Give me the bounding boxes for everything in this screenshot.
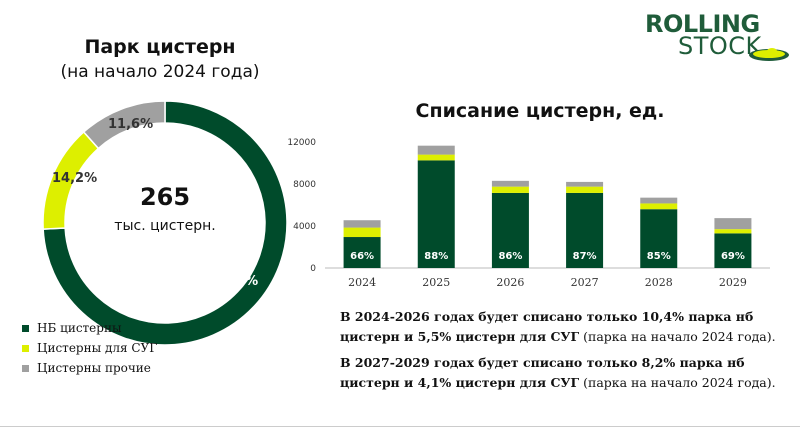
- y-tick-label: 4000: [293, 222, 316, 232]
- y-tick-label: 0: [310, 264, 316, 274]
- bar-segment: [714, 218, 752, 230]
- bar-segment: [343, 220, 381, 228]
- bar-chart-title: Списание цистерн, ед.: [415, 100, 665, 122]
- bar-segment: [343, 227, 381, 238]
- bar-data-label: 86%: [498, 251, 522, 262]
- legend-swatch: [22, 324, 29, 332]
- bar-data-label: 69%: [721, 251, 745, 262]
- legend-item-other: Цистерны прочие: [22, 358, 157, 378]
- bar-data-label: 66%: [350, 251, 374, 262]
- donut-legend: НБ цистерны Цистерны для СУГ Цистерны пр…: [22, 318, 157, 378]
- y-tick-label: 8000: [293, 180, 316, 190]
- donut-chart: [42, 100, 288, 346]
- donut-slice-oil: [42, 100, 288, 346]
- donut-label-lpg: 14,2%: [52, 171, 98, 186]
- bottom-divider: [0, 426, 800, 427]
- x-tick-label: 2025: [422, 276, 450, 289]
- logo-text-rolling: ROLLING: [645, 10, 760, 38]
- legend-swatch: [22, 344, 29, 352]
- bar-data-label: 88%: [424, 251, 448, 262]
- x-tick-label: 2027: [571, 276, 599, 289]
- bar-data-label: 85%: [647, 251, 671, 262]
- donut-chart-subtitle: (на начало 2024 года): [60, 62, 260, 82]
- legend-label: НБ цистерны: [37, 321, 122, 335]
- donut-label-oil: 74,2%: [213, 274, 259, 289]
- note-normal-text: (парка на начало 2024 года).: [579, 375, 776, 390]
- bar-segment: [714, 233, 752, 268]
- bar-segment: [417, 154, 455, 161]
- bar-segment: [417, 160, 455, 268]
- bar-segment: [343, 237, 381, 268]
- donut-center-value: 265: [139, 183, 191, 211]
- bar-chart: 0 4000 8000 12000 66% 2024 88% 2025 86% 2026 87% 20…: [287, 138, 770, 289]
- legend-item-oil: НБ цистерны: [22, 318, 157, 338]
- legend-label: Цистерны для СУГ: [37, 341, 158, 355]
- legend-item-lpg: Цистерны для СУГ: [22, 338, 157, 358]
- bar-segment: [566, 186, 604, 193]
- notes-block: В 2024-2026 годах будет списано только 1…: [340, 307, 790, 399]
- donut-slice-other: [82, 100, 166, 150]
- logo-text-stock: STOCK: [678, 32, 762, 60]
- x-tick-label: 2028: [645, 276, 673, 289]
- bar-segment: [491, 180, 529, 187]
- legend-label: Цистерны прочие: [37, 361, 151, 375]
- bar-segment: [566, 181, 604, 187]
- note-normal-text: (парка на начало 2024 года).: [579, 329, 776, 344]
- bar-segment: [714, 229, 752, 234]
- rolling-stock-logo: ROLLING STOCK: [640, 10, 790, 65]
- donut-chart-title: Парк цистерн: [84, 36, 236, 58]
- x-tick-label: 2024: [348, 276, 376, 289]
- note-bold-text: В 2027-2029 годах будет списано только 8…: [340, 355, 745, 390]
- y-tick-label: 12000: [287, 138, 316, 148]
- bar-segment: [640, 197, 678, 204]
- note-2027-2029: В 2027-2029 годах будет списано только 8…: [340, 353, 790, 393]
- legend-swatch: [22, 364, 29, 372]
- bar-segment: [491, 186, 529, 193]
- logo-rail-icon: [749, 48, 789, 61]
- bar-segment: [491, 192, 529, 268]
- bar-segment: [566, 192, 604, 268]
- bar-data-label: 87%: [573, 251, 597, 262]
- note-bold-text: В 2024-2026 годах будет списано только 1…: [340, 309, 754, 344]
- donut-label-other: 11,6%: [108, 117, 154, 132]
- x-tick-label: 2026: [496, 276, 524, 289]
- donut-center-unit: тыс. цистерн.: [114, 218, 216, 234]
- bar-segment: [640, 209, 678, 268]
- bar-segment: [417, 145, 455, 155]
- x-tick-label: 2029: [719, 276, 747, 289]
- bar-segment: [640, 203, 678, 210]
- note-2024-2026: В 2024-2026 годах будет списано только 1…: [340, 307, 790, 347]
